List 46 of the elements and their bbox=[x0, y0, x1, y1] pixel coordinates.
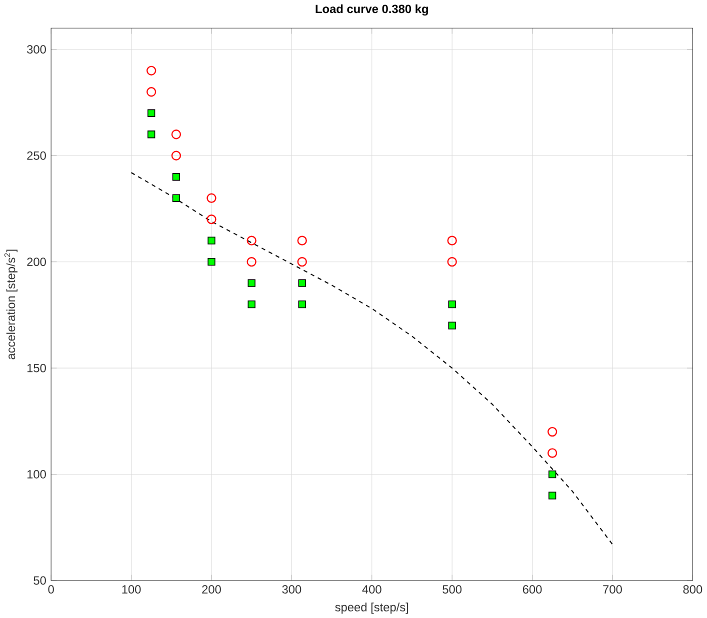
point bbox=[208, 236, 216, 244]
chart-title: Load curve 0.380 kg bbox=[316, 4, 428, 16]
y-axis-title: acceleration [step/s$^{2}$] bbox=[4, 250, 18, 360]
point bbox=[171, 150, 182, 160]
point bbox=[548, 448, 558, 458]
point bbox=[248, 279, 256, 287]
point bbox=[206, 214, 216, 224]
point bbox=[147, 130, 156, 138]
point bbox=[447, 236, 457, 246]
y-tick-label: 200 bbox=[27, 258, 46, 266]
x-tick-label: 300 bbox=[282, 585, 302, 594]
x-tick-label: 700 bbox=[603, 585, 622, 594]
x-tick-label: 200 bbox=[202, 585, 221, 594]
y-tick-label: 250 bbox=[27, 151, 46, 160]
point bbox=[208, 258, 216, 266]
point bbox=[246, 236, 256, 246]
point bbox=[297, 256, 307, 267]
x-axis-title: speed [step/s] bbox=[335, 602, 408, 614]
point bbox=[146, 66, 156, 76]
point bbox=[172, 172, 180, 181]
y-tick-label: 100 bbox=[27, 470, 46, 478]
point bbox=[297, 236, 307, 246]
x-tick-label: 800 bbox=[683, 585, 702, 594]
point bbox=[248, 300, 256, 308]
x-tick-label: 100 bbox=[122, 585, 141, 594]
y-tick-label: 50 bbox=[34, 576, 46, 585]
point bbox=[448, 300, 456, 308]
point bbox=[447, 256, 457, 267]
point bbox=[448, 322, 456, 330]
point bbox=[147, 109, 156, 117]
point bbox=[206, 193, 216, 203]
point bbox=[246, 256, 256, 267]
point bbox=[548, 470, 556, 478]
x-tick-label: 600 bbox=[522, 585, 542, 594]
point bbox=[548, 492, 556, 500]
point bbox=[172, 194, 180, 202]
point bbox=[171, 129, 182, 140]
x-tick-label: 400 bbox=[362, 585, 382, 594]
y-tick-label: 150 bbox=[27, 364, 46, 372]
point bbox=[298, 279, 306, 287]
point bbox=[298, 300, 306, 308]
point bbox=[548, 426, 558, 437]
x-tick-label: 0 bbox=[48, 585, 54, 594]
y-tick-label: 300 bbox=[27, 45, 46, 54]
x-tick-label: 500 bbox=[442, 585, 462, 594]
point bbox=[146, 86, 156, 97]
